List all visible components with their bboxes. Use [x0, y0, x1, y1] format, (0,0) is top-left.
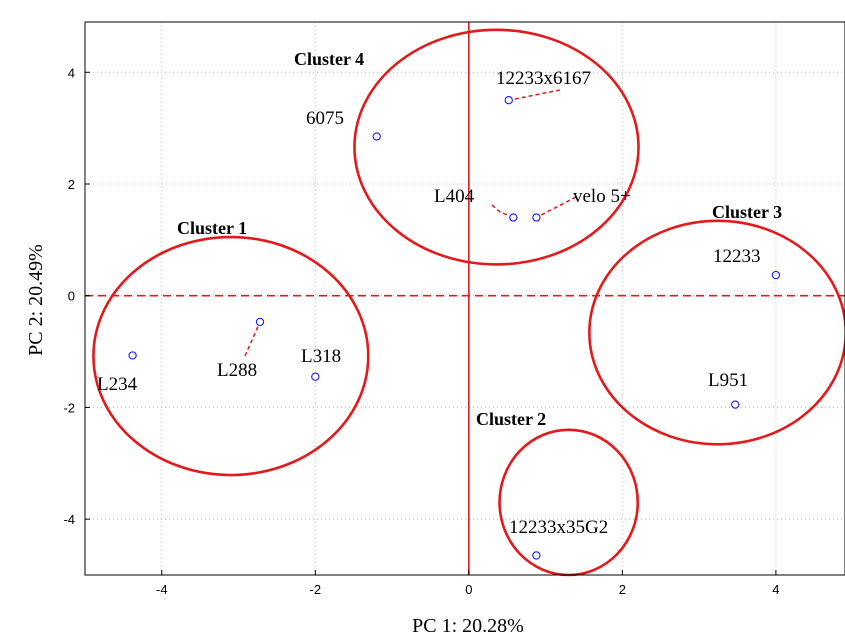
plot-background	[85, 22, 845, 575]
data-points	[128, 96, 781, 560]
label-cluster-1: Cluster 1	[177, 218, 247, 238]
leader-12233x6167	[508, 89, 561, 101]
x-tick-label: 2	[619, 582, 626, 597]
leader-lines	[244, 89, 577, 357]
point-label-6075: 6075	[306, 108, 344, 129]
y-axis-ticks: -4 -2 0 2 4	[63, 65, 90, 527]
cluster-labels: Cluster 1 Cluster 2 Cluster 3 Cluster 4	[177, 49, 782, 429]
x-tick-label: -4	[156, 582, 168, 597]
plot-frame	[84, 21, 845, 576]
point-label-l288: L288	[217, 360, 257, 381]
y-tick-label: -2	[63, 400, 75, 415]
point-12233x6167	[504, 96, 513, 105]
y-axis-label: PC 2: 20.49%	[25, 244, 47, 356]
point-12233	[771, 270, 781, 280]
y-tick-label: 0	[68, 289, 75, 304]
leader-l288	[244, 321, 261, 357]
y-tick-label: 2	[68, 177, 75, 192]
point-l318	[311, 372, 320, 381]
leader-l404	[491, 204, 514, 219]
ellipse-cluster-3	[588, 219, 845, 446]
x-axis-ticks: -4 -2 0 2 4	[156, 570, 780, 597]
point-label-12233: 12233	[713, 246, 761, 267]
point-label-velo-5: velo 5+	[573, 186, 631, 207]
point-label-12233x6167: 12233x6167	[496, 68, 591, 89]
x-tick-label: 0	[465, 582, 472, 597]
point-6075	[372, 132, 381, 141]
point-label-l404: L404	[434, 186, 475, 207]
cluster-ellipses	[92, 28, 845, 577]
point-labels: 6075 12233x6167 L404 velo 5+ 12233 L951 12233x…	[97, 68, 761, 538]
leader-velo-5	[536, 196, 577, 219]
point-l288	[255, 317, 265, 327]
point-l951	[731, 400, 740, 409]
ellipse-cluster-4	[353, 28, 640, 266]
point-velo-5	[532, 213, 541, 222]
point-label-l318: L318	[301, 346, 341, 367]
point-l234	[128, 351, 137, 360]
point-label-l234: L234	[97, 374, 138, 395]
x-tick-label: 4	[772, 582, 779, 597]
reference-lines	[85, 22, 845, 575]
y-tick-label: 4	[68, 65, 75, 80]
label-cluster-2: Cluster 2	[476, 409, 546, 429]
ellipse-cluster-1	[92, 235, 370, 477]
point-12233x35g2	[532, 551, 541, 560]
x-axis-label: PC 1: 20.28%	[412, 615, 524, 637]
point-label-l951: L951	[708, 370, 748, 391]
label-cluster-4: Cluster 4	[294, 49, 364, 69]
point-label-12233x35g2: 12233x35G2	[509, 517, 608, 538]
point-l404	[509, 213, 518, 222]
x-tick-label: -2	[310, 582, 322, 597]
label-cluster-3: Cluster 3	[712, 202, 782, 222]
y-tick-label: -4	[63, 512, 75, 527]
